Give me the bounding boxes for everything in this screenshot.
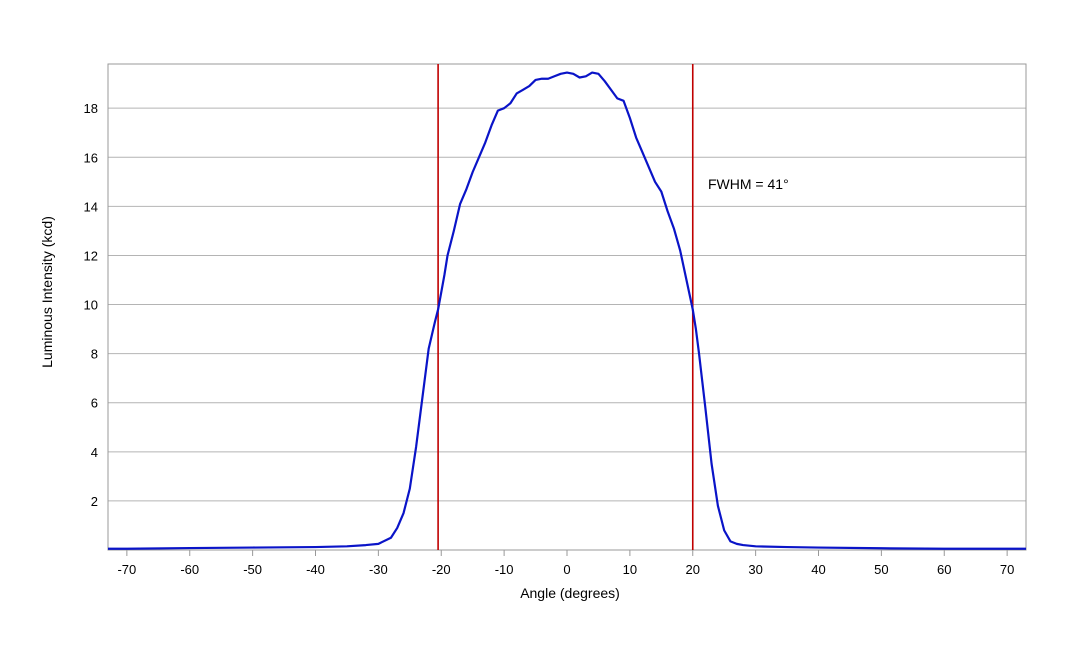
- x-tick-label: -40: [306, 562, 325, 577]
- x-tick-label: -50: [243, 562, 262, 577]
- y-tick-label: 4: [91, 445, 98, 460]
- x-tick-label: -30: [369, 562, 388, 577]
- intensity-curve: [108, 71, 1026, 550]
- x-tick-label: 70: [1000, 562, 1014, 577]
- x-tick-label: -60: [180, 562, 199, 577]
- y-tick-label: 2: [91, 494, 98, 509]
- y-axis-ticks: 2 4 6 8 10 12 14 16 18: [84, 101, 98, 509]
- y-tick-label: 10: [84, 298, 98, 313]
- x-tick-label: 10: [623, 562, 637, 577]
- y-tick-label: 12: [84, 248, 98, 263]
- x-axis-ticks: -70 -60 -50 -40 -30 -20 -10 0 10 20 30 40 50 60 70: [117, 550, 1014, 577]
- x-tick-label: 30: [748, 562, 762, 577]
- x-tick-label: 60: [937, 562, 951, 577]
- gridlines: [108, 107, 1026, 502]
- x-axis-label: Angle (degrees): [520, 585, 620, 601]
- x-tick-label: 20: [686, 562, 700, 577]
- x-tick-label: 50: [874, 562, 888, 577]
- y-tick-label: 18: [84, 101, 98, 116]
- x-tick-label: -10: [495, 562, 514, 577]
- x-tick-label: 40: [811, 562, 825, 577]
- y-tick-label: 14: [84, 199, 98, 214]
- y-axis-label: Luminous Intensity (kcd): [39, 216, 55, 368]
- y-tick-label: 6: [91, 396, 98, 411]
- fwhm-annotation: FWHM = 41°: [708, 176, 789, 192]
- y-tick-label: 16: [84, 150, 98, 165]
- x-tick-label: -70: [117, 562, 136, 577]
- y-tick-label: 8: [91, 347, 98, 362]
- x-tick-label: -20: [432, 562, 451, 577]
- x-tick-label: 0: [563, 562, 570, 577]
